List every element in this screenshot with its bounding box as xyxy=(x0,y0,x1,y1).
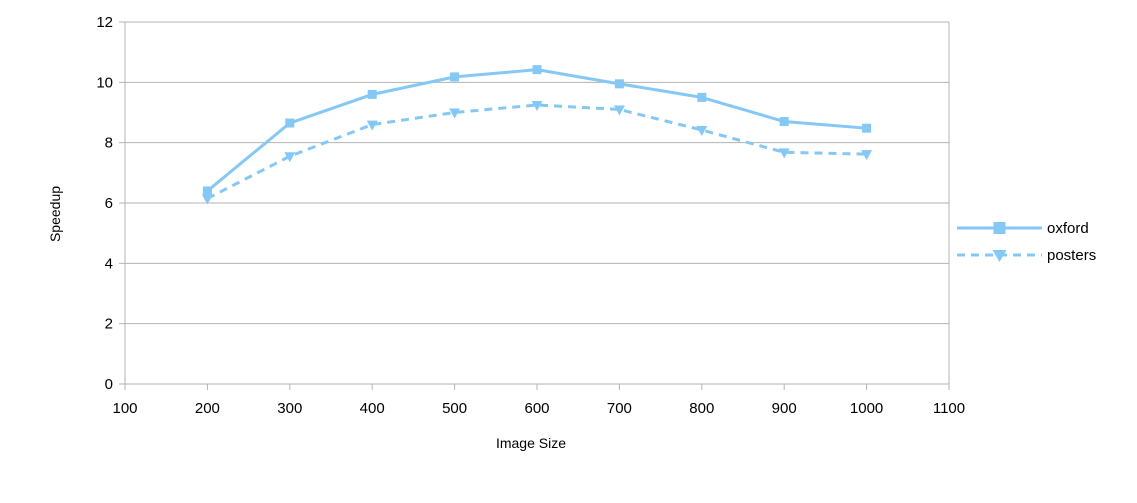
data-point-square xyxy=(450,72,460,82)
series-line-oxford xyxy=(206,68,867,193)
data-point-triangle xyxy=(778,148,790,159)
data-point-triangle xyxy=(613,105,625,116)
series-posters xyxy=(201,100,873,205)
data-point-square xyxy=(697,92,707,102)
data-point-square xyxy=(532,65,542,75)
x-tick-label: 100 xyxy=(112,400,137,417)
grid-lines xyxy=(125,21,949,325)
data-point-triangle xyxy=(366,120,378,131)
legend-triangle-icon xyxy=(992,250,1007,262)
x-tick-label: 1100 xyxy=(933,400,965,417)
legend-item-posters: posters xyxy=(957,247,1096,264)
legend-item-oxford: oxford xyxy=(957,220,1089,237)
data-point-square xyxy=(367,89,377,99)
data-point-triangle xyxy=(531,100,543,111)
x-tick-labels: 100 200 300 400 500 600 700 800 900 1000 1100 xyxy=(112,400,965,417)
y-tick-label: 12 xyxy=(96,14,113,31)
data-point-triangle xyxy=(696,125,708,136)
legend-label: oxford xyxy=(1047,220,1089,237)
axes xyxy=(119,21,950,390)
x-tick-label: 400 xyxy=(360,400,385,417)
x-tick-label: 200 xyxy=(195,400,220,417)
x-tick-label: 600 xyxy=(524,400,549,417)
y-tick-label: 8 xyxy=(105,135,113,152)
y-tick-label: 0 xyxy=(105,376,113,393)
x-tick-label: 800 xyxy=(689,400,714,417)
y-tick-label: 2 xyxy=(105,316,113,333)
series-line-posters xyxy=(206,103,867,200)
data-point-square xyxy=(862,123,872,133)
series-oxford xyxy=(202,65,872,196)
x-tick-label: 500 xyxy=(442,400,467,417)
y-axis-title: Speedup xyxy=(47,186,63,242)
data-point-triangle xyxy=(284,152,296,163)
legend-label: posters xyxy=(1047,247,1096,264)
data-point-square xyxy=(614,79,624,89)
x-tick-label: 700 xyxy=(607,400,632,417)
y-tick-label: 6 xyxy=(105,195,113,212)
y-tick-labels: 0 2 4 6 8 10 12 xyxy=(96,14,113,393)
x-axis-title: Image Size xyxy=(496,435,566,451)
y-tick-label: 4 xyxy=(105,255,113,272)
data-point-square xyxy=(202,186,212,196)
data-point-square xyxy=(779,117,789,127)
legend-square-icon xyxy=(993,222,1006,234)
x-tick-label: 300 xyxy=(277,400,302,417)
series-group xyxy=(201,65,873,205)
x-tick-label: 900 xyxy=(772,400,797,417)
legend: oxford posters xyxy=(957,220,1096,264)
data-point-square xyxy=(285,118,295,128)
data-point-triangle xyxy=(201,194,213,205)
x-tick-label: 1000 xyxy=(850,400,883,417)
data-point-triangle xyxy=(449,108,461,119)
y-tick-label: 10 xyxy=(96,74,113,91)
data-point-triangle xyxy=(861,150,873,161)
